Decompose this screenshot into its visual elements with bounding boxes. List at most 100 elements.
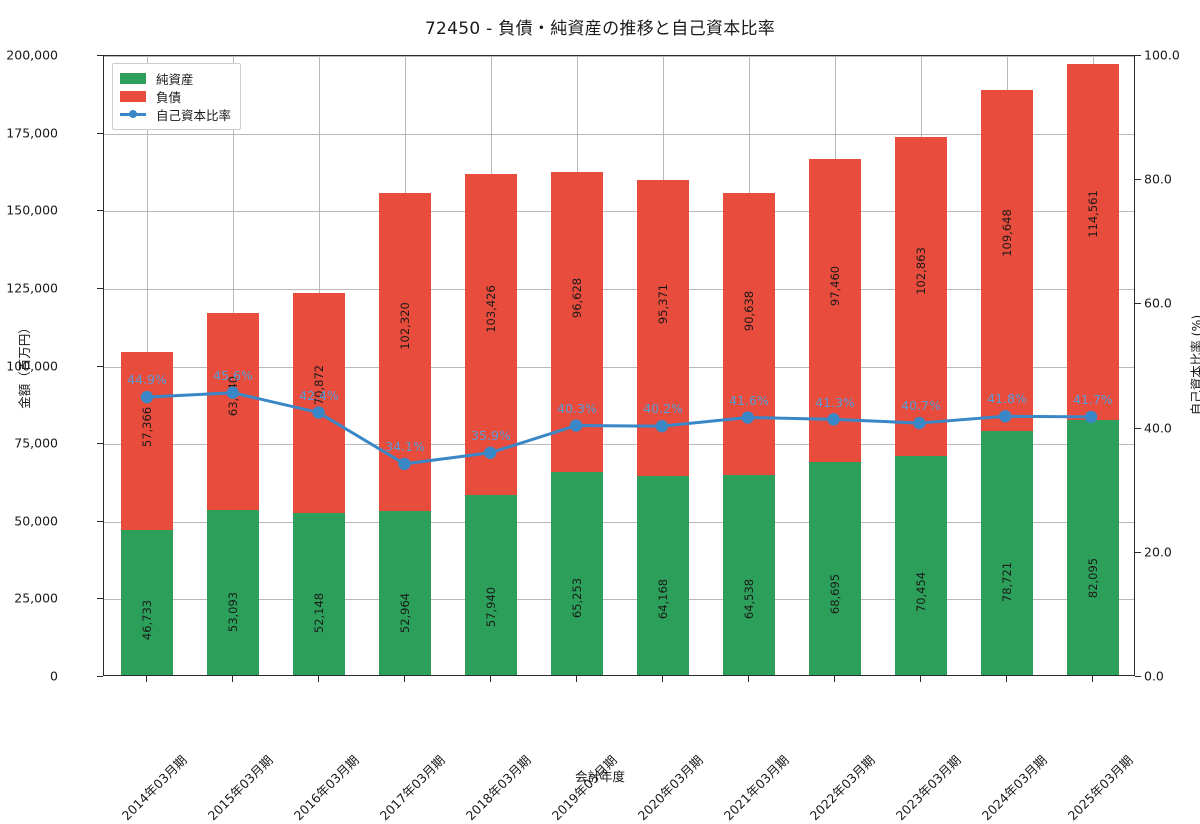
y-axis-tick-label-right: 0.0 (1144, 668, 1164, 684)
y-axis-tick-label-left: 150,000 (6, 202, 58, 218)
y-axis-tick-left (97, 287, 103, 289)
bar-group[interactable]: 78,721 109,648 (981, 90, 1033, 675)
bar-segment-equity[interactable]: 52,964 (379, 510, 431, 675)
y-axis-tick-left (97, 443, 103, 445)
ratio-value-label: 41.3% (815, 394, 855, 410)
bar-segment-liability[interactable]: 102,320 (379, 192, 431, 511)
bar-segment-liability[interactable]: 114,561 (1067, 64, 1119, 421)
y-axis-tick-left (97, 676, 103, 677)
y-axis-tick-right (1135, 427, 1141, 429)
x-axis-tick-label: 2018年03月期 (462, 752, 534, 824)
bar-segment-liability[interactable]: 63,440 (207, 313, 259, 511)
ratio-marker[interactable] (398, 457, 411, 471)
y-axis-tick-left (97, 210, 103, 212)
ratio-marker[interactable] (226, 386, 239, 399)
legend-item[interactable]: 純資産 (120, 69, 231, 87)
bar-segment-liability[interactable]: 103,426 (465, 173, 517, 496)
y-axis-tick-left (97, 365, 103, 367)
bar-segment-equity[interactable]: 68,695 (809, 461, 861, 675)
x-axis-tick-label: 2021年03月期 (720, 752, 792, 824)
x-axis-tick (404, 676, 405, 682)
bar-group[interactable]: 82,095 114,561 (1067, 64, 1119, 675)
ratio-value-label: 45.6% (213, 367, 253, 383)
gridline-horizontal (104, 444, 1134, 446)
gridline-horizontal (104, 366, 1134, 368)
bar-group[interactable]: 57,940 103,426 (465, 173, 517, 675)
x-axis-tick (576, 676, 577, 682)
x-axis-tick (490, 676, 491, 682)
ratio-marker[interactable] (655, 419, 669, 433)
y-axis-tick-label-left: 25,000 (14, 590, 58, 606)
bar-segment-equity[interactable]: 46,733 (121, 529, 173, 675)
chart-legend: 純資産負債 自己資本比率 (112, 63, 242, 130)
x-axis-tick-label: 2024年03月期 (978, 752, 1050, 824)
y-axis-tick-left (97, 598, 103, 600)
bar-segment-liability[interactable]: 109,648 (981, 90, 1033, 431)
bar-group[interactable]: 65,253 96,628 (551, 172, 603, 675)
x-axis-tick (1006, 676, 1007, 682)
y-axis-tick-label-left: 125,000 (6, 280, 58, 296)
bar-segment-liability[interactable]: 102,863 (895, 136, 947, 457)
y-axis-tick-label-left: 75,000 (14, 435, 58, 451)
bar-segment-equity[interactable]: 70,454 (895, 456, 947, 675)
legend-item[interactable]: 自己資本比率 (120, 105, 231, 123)
bar-group[interactable]: 70,454 102,863 (895, 136, 947, 675)
y-axis-tick-right (1135, 303, 1141, 305)
ratio-marker[interactable] (827, 413, 840, 426)
bar-segment-equity[interactable]: 57,940 (465, 495, 517, 675)
bar-segment-equity[interactable]: 64,168 (637, 475, 689, 675)
gridline-horizontal (104, 211, 1134, 213)
bar-group[interactable]: 64,538 90,638 (723, 193, 775, 675)
ratio-marker[interactable] (913, 416, 926, 430)
y-axis-tick-label-right: 80.0 (1144, 171, 1172, 187)
ratio-marker[interactable] (1084, 410, 1098, 424)
chart-figure: 72450 - 負債・純資産の推移と自己資本比率 46,733 57,366 53,… (6, 19, 1200, 823)
bar-segment-equity[interactable]: 78,721 (981, 430, 1033, 675)
y-axis-label-left: 金額（百万円） (17, 321, 32, 409)
x-axis-tick-label: 2017年03月期 (376, 752, 448, 824)
bar-group[interactable]: 68,695 97,460 (809, 159, 861, 675)
ratio-value-label: 34.1% (385, 439, 425, 455)
legend-item-label: 負債 (156, 89, 182, 105)
ratio-line (147, 393, 1091, 464)
ratio-marker[interactable] (312, 406, 325, 419)
ratio-value-label: 41.7% (1073, 392, 1113, 408)
y-axis-tick-right (1135, 676, 1141, 677)
bar-group[interactable]: 53,09363,440 (207, 313, 259, 675)
bar-segment-liability[interactable]: 57,366 (121, 351, 173, 530)
chart-title: 72450 - 負債・純資産の推移と自己資本比率 (424, 19, 776, 39)
x-axis-tick (1092, 676, 1093, 682)
bar-segment-liability[interactable]: 70,872 (293, 293, 345, 514)
ratio-marker[interactable] (999, 410, 1012, 423)
ratio-marker[interactable] (569, 419, 583, 432)
legend-swatch-icon (120, 90, 146, 102)
bar-group[interactable]: 52,964 102,320 (379, 192, 431, 675)
data-label-layer: 44.9% 45.6% 42.4% 34.1% 35.9% 40.3% 40.2% 41.6%… (104, 56, 1134, 675)
bar-group[interactable]: 52,148 70,872 (293, 293, 345, 675)
x-axis-tick (920, 676, 921, 682)
gridline-horizontal (104, 288, 1134, 290)
bar-segment-equity[interactable]: 82,095 (1067, 420, 1119, 675)
ratio-marker[interactable] (741, 411, 754, 424)
ratio-value-label: 35.9% (471, 428, 511, 444)
bar-segment-equity[interactable]: 65,253 (551, 472, 603, 675)
ratio-value-label: 40.2% (643, 401, 683, 417)
y-axis-tick-left (97, 55, 103, 56)
y-axis-tick-label-left: 50,000 (14, 513, 58, 529)
bar-segment-equity[interactable]: 52,148 (293, 513, 345, 675)
bar-group[interactable]: 46,733 57,366 (121, 351, 173, 675)
x-axis-tick-label: 2022年03月期 (806, 752, 878, 824)
ratio-marker[interactable] (140, 390, 154, 404)
bar-segment-equity[interactable]: 53,093 (207, 510, 259, 675)
x-axis-tick-label: 2014年03月期 (118, 752, 190, 824)
y-axis-tick-label-left: 0 (50, 668, 58, 684)
gridline-horizontal (104, 133, 1134, 135)
y-axis-tick-right (1135, 55, 1141, 56)
bar-segment-liability[interactable]: 97,460 (809, 159, 861, 462)
legend-item[interactable]: 負債 (120, 87, 231, 105)
bar-segment-liability[interactable]: 90,638 (723, 193, 775, 475)
bar-segment-equity[interactable]: 64,538 (723, 474, 775, 675)
gridline-horizontal (104, 599, 1134, 601)
ratio-marker[interactable] (484, 446, 497, 459)
